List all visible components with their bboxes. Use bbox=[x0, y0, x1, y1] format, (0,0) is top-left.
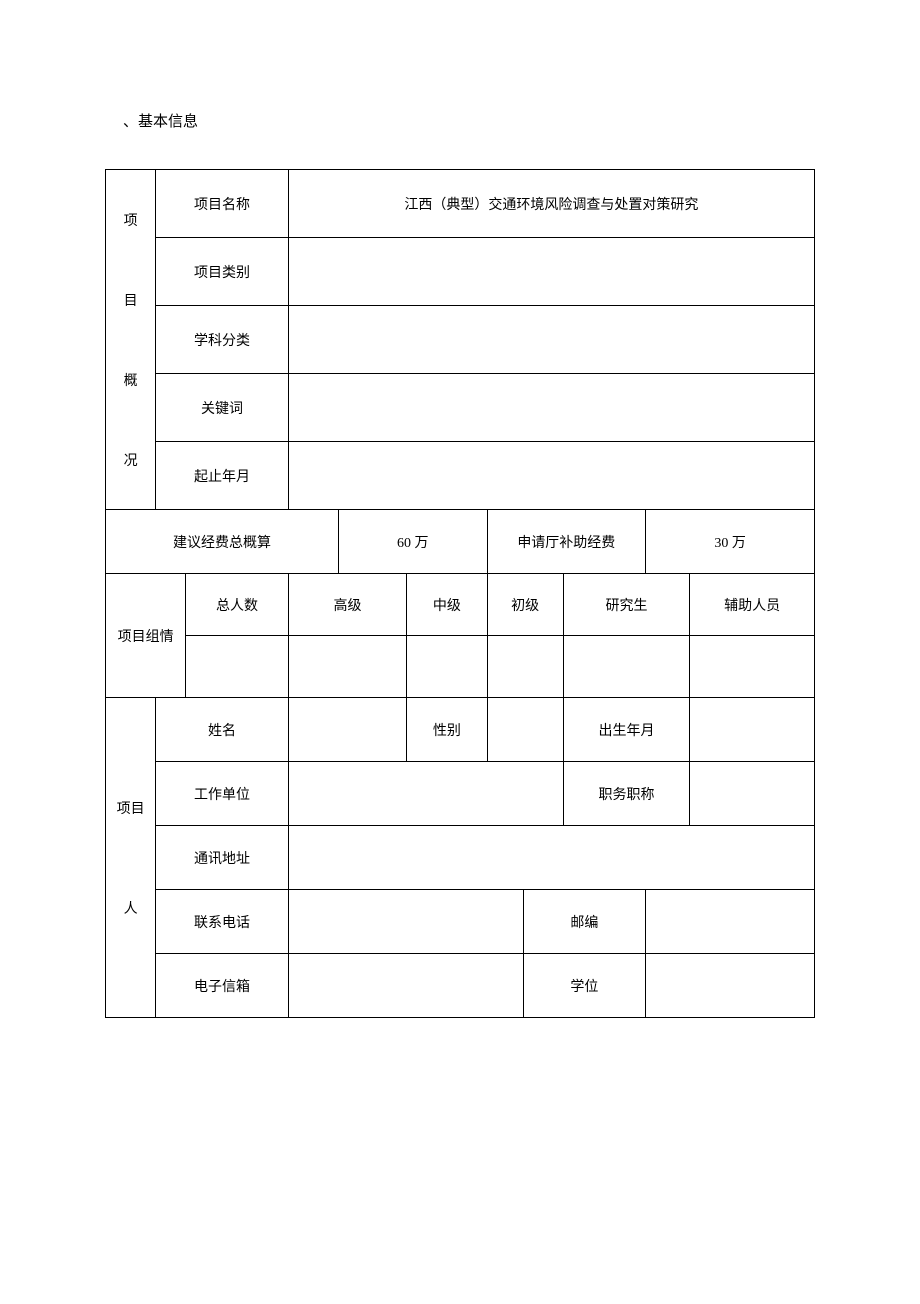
side-char-0: 项 bbox=[124, 210, 138, 230]
person-email-label: 电子信箱 bbox=[156, 954, 289, 1018]
person-workplace-value bbox=[288, 762, 563, 826]
person-address-value bbox=[288, 826, 814, 890]
person-postcode-label: 邮编 bbox=[523, 890, 645, 954]
team-mid-label: 中级 bbox=[407, 574, 487, 636]
basic-info-table: 项 目 概 况 项目名称 江西（典型）交通环境风险调查与处置对策研究 项目类别 … bbox=[105, 169, 815, 1018]
keywords-value bbox=[288, 374, 814, 442]
person-side-char-0: 项目 bbox=[117, 798, 145, 818]
team-senior-value bbox=[288, 636, 406, 698]
team-total-value bbox=[186, 636, 288, 698]
person-gender-label: 性别 bbox=[407, 698, 487, 762]
side-char-2: 概 bbox=[124, 370, 138, 390]
project-name-label: 项目名称 bbox=[156, 170, 289, 238]
team-grad-value bbox=[563, 636, 690, 698]
person-address-label: 通讯地址 bbox=[156, 826, 289, 890]
side-char-3: 况 bbox=[124, 450, 138, 470]
person-birth-label: 出生年月 bbox=[563, 698, 690, 762]
budget-apply-label: 申请厅补助经费 bbox=[487, 510, 646, 574]
team-junior-label: 初级 bbox=[487, 574, 563, 636]
team-assist-label: 辅助人员 bbox=[690, 574, 815, 636]
person-side-char-1: 人 bbox=[124, 898, 138, 918]
project-category-label: 项目类别 bbox=[156, 238, 289, 306]
team-total-label: 总人数 bbox=[186, 574, 288, 636]
team-mid-value bbox=[407, 636, 487, 698]
person-workplace-label: 工作单位 bbox=[156, 762, 289, 826]
budget-total-value: 60 万 bbox=[338, 510, 487, 574]
keywords-label: 关键词 bbox=[156, 374, 289, 442]
person-name-label: 姓名 bbox=[156, 698, 289, 762]
person-degree-value bbox=[646, 954, 815, 1018]
person-title-label: 职务职称 bbox=[563, 762, 690, 826]
project-name-value: 江西（典型）交通环境风险调查与处置对策研究 bbox=[288, 170, 814, 238]
team-side-label: 项目组情 bbox=[106, 574, 186, 698]
team-assist-value bbox=[690, 636, 815, 698]
person-side-label: 项目 人 bbox=[106, 698, 156, 1018]
period-label: 起止年月 bbox=[156, 442, 289, 510]
budget-apply-value: 30 万 bbox=[646, 510, 815, 574]
period-value bbox=[288, 442, 814, 510]
overview-side-label: 项 目 概 况 bbox=[106, 170, 156, 510]
section-title: 、基本信息 bbox=[123, 110, 815, 131]
person-birth-value bbox=[690, 698, 815, 762]
team-grad-label: 研究生 bbox=[563, 574, 690, 636]
team-junior-value bbox=[487, 636, 563, 698]
subject-classification-label: 学科分类 bbox=[156, 306, 289, 374]
person-name-value bbox=[288, 698, 406, 762]
team-senior-label: 高级 bbox=[288, 574, 406, 636]
person-phone-label: 联系电话 bbox=[156, 890, 289, 954]
subject-classification-value bbox=[288, 306, 814, 374]
person-postcode-value bbox=[646, 890, 815, 954]
person-email-value bbox=[288, 954, 523, 1018]
side-char-1: 目 bbox=[124, 290, 138, 310]
person-title-value bbox=[690, 762, 815, 826]
project-category-value bbox=[288, 238, 814, 306]
person-phone-value bbox=[288, 890, 523, 954]
person-degree-label: 学位 bbox=[523, 954, 645, 1018]
budget-total-label: 建议经费总概算 bbox=[106, 510, 339, 574]
person-gender-value bbox=[487, 698, 563, 762]
